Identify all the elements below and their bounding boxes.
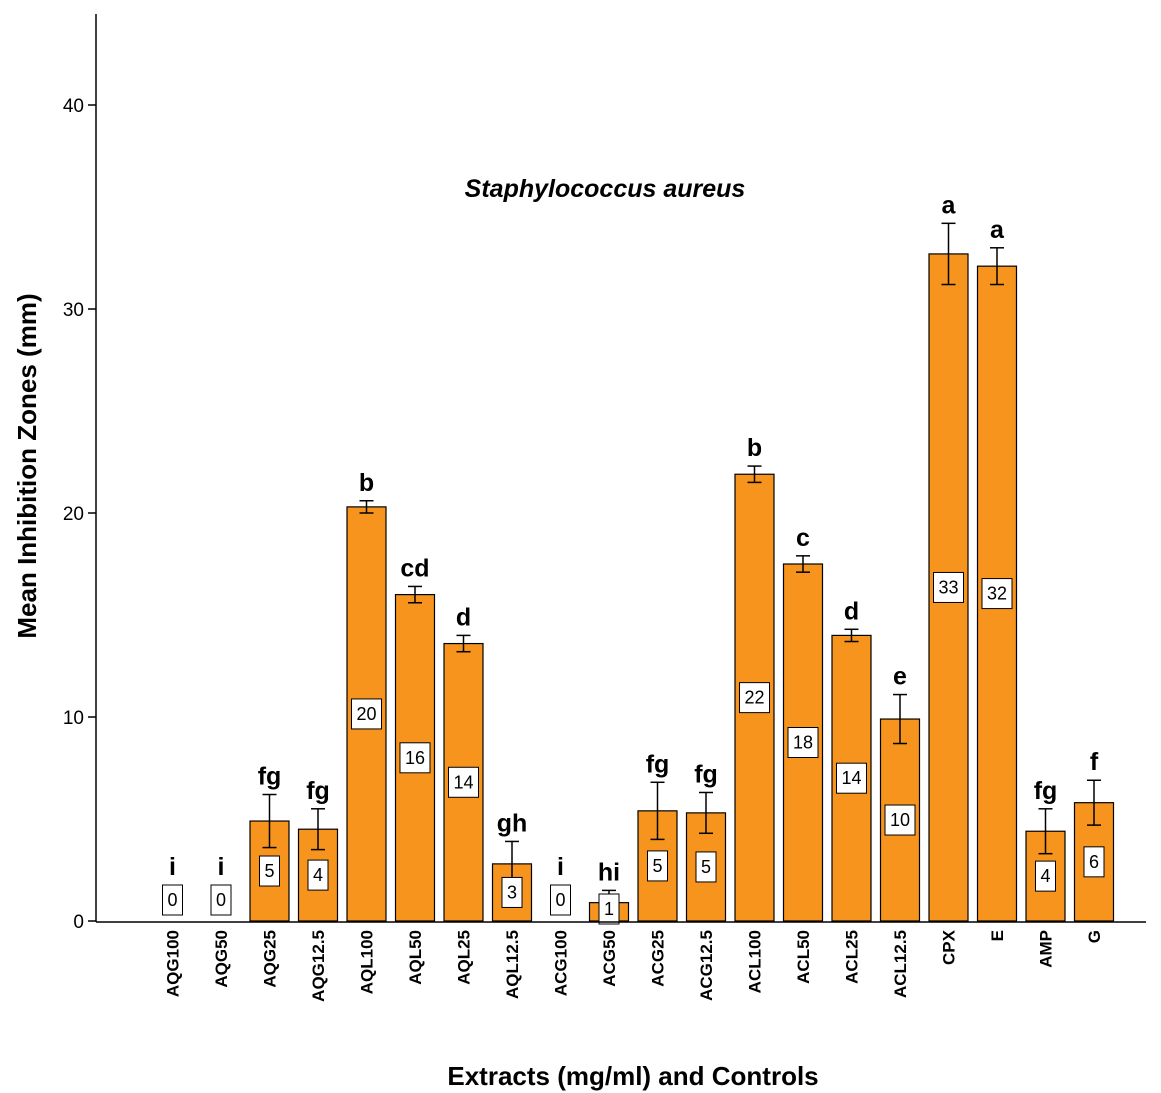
value-label-box	[884, 804, 916, 836]
value-label: 20	[356, 704, 376, 724]
x-tick-label: E	[988, 930, 1007, 941]
value-label: 22	[744, 688, 764, 708]
value-label-box	[787, 727, 819, 758]
value-label-box	[351, 698, 382, 730]
value-label-box	[162, 884, 183, 916]
significance-letter: a	[942, 191, 957, 219]
x-tick-label: ACG100	[552, 930, 571, 996]
y-tick-label: 10	[63, 708, 84, 729]
value-label: 10	[890, 810, 910, 830]
value-label: 0	[555, 890, 565, 910]
x-tick-label: ACG12.5	[697, 930, 716, 1001]
value-label-box	[550, 884, 571, 916]
value-label-box	[598, 893, 620, 925]
value-label-box	[647, 850, 668, 882]
x-tick-label: AQG100	[164, 930, 183, 997]
value-label: 1	[604, 899, 614, 919]
value-label: 14	[453, 772, 473, 792]
value-label-box	[448, 766, 479, 798]
x-tick-label: AQL12.5	[503, 930, 522, 999]
significance-letter: i	[169, 853, 176, 881]
value-label-box	[307, 859, 329, 891]
significance-letter: e	[893, 663, 907, 691]
significance-letter: cd	[400, 554, 429, 582]
x-tick-label: G	[1085, 930, 1104, 943]
significance-letter: d	[844, 597, 859, 625]
y-tick-label: 0	[73, 912, 84, 933]
value-label: 0	[167, 890, 177, 910]
value-label-box	[501, 876, 523, 908]
x-tick-label: ACG50	[600, 930, 619, 987]
value-label: 4	[313, 865, 323, 885]
value-label: 3	[507, 882, 517, 902]
value-label: 32	[987, 584, 1007, 604]
x-axis-title: Extracts (mg/ml) and Controls	[447, 1061, 818, 1091]
value-label: 0	[216, 890, 226, 910]
value-label-box	[1083, 846, 1105, 878]
x-tick-label: ACL12.5	[891, 930, 910, 998]
value-label-box	[399, 742, 431, 774]
value-label-box	[1035, 860, 1056, 892]
value-label: 33	[938, 577, 958, 597]
significance-letter: b	[359, 469, 374, 497]
value-label: 18	[793, 733, 813, 753]
significance-letter: i	[218, 853, 225, 881]
chart-title: Staphylococcus aureus	[465, 175, 746, 203]
value-label-box	[259, 855, 280, 887]
x-tick-label: AQG50	[212, 930, 231, 988]
significance-letter: f	[1090, 748, 1099, 776]
value-label: 5	[701, 857, 711, 877]
value-label-box	[739, 682, 770, 714]
x-tick-label: ACL25	[843, 930, 862, 984]
x-tick-label: ACL100	[746, 930, 765, 993]
y-tick-label: 40	[63, 96, 84, 117]
x-tick-label: AQL25	[455, 930, 474, 985]
y-tick-label: 30	[63, 300, 84, 321]
significance-letter: fg	[258, 763, 282, 791]
value-label-box	[695, 851, 717, 883]
significance-letter: fg	[646, 750, 670, 778]
value-label-box	[836, 762, 867, 794]
significance-letter: c	[796, 524, 810, 552]
value-label: 16	[405, 748, 425, 768]
significance-letter: a	[990, 216, 1005, 244]
y-tick-label: 20	[63, 504, 84, 525]
significance-letter: hi	[598, 858, 620, 886]
x-tick-label: ACL50	[794, 930, 813, 984]
significance-letter: i	[557, 853, 564, 881]
x-tick-label: AQL100	[358, 930, 377, 994]
value-label: 5	[652, 856, 662, 876]
x-tick-label: ACG25	[649, 930, 668, 987]
value-label: 5	[264, 861, 274, 881]
significance-letter: fg	[1034, 777, 1058, 805]
x-tick-label: AMP	[1037, 930, 1056, 968]
value-label-box	[933, 571, 964, 603]
y-axis-title: Mean Inhibition Zones (mm)	[12, 293, 42, 638]
significance-letter: d	[456, 603, 471, 631]
value-label: 14	[841, 768, 861, 788]
value-label-box	[210, 884, 232, 916]
x-tick-label: AQL50	[406, 930, 425, 985]
significance-letter: b	[747, 434, 762, 462]
x-tick-label: AQG25	[261, 930, 280, 988]
significance-letter: fg	[694, 760, 718, 788]
value-label: 4	[1040, 866, 1050, 886]
significance-letter: fg	[306, 777, 330, 805]
significance-letter: gh	[497, 809, 528, 837]
x-tick-label: CPX	[940, 929, 959, 965]
value-label-box	[981, 578, 1013, 610]
value-label: 6	[1089, 852, 1099, 872]
x-tick-label: AQG12.5	[309, 930, 328, 1002]
